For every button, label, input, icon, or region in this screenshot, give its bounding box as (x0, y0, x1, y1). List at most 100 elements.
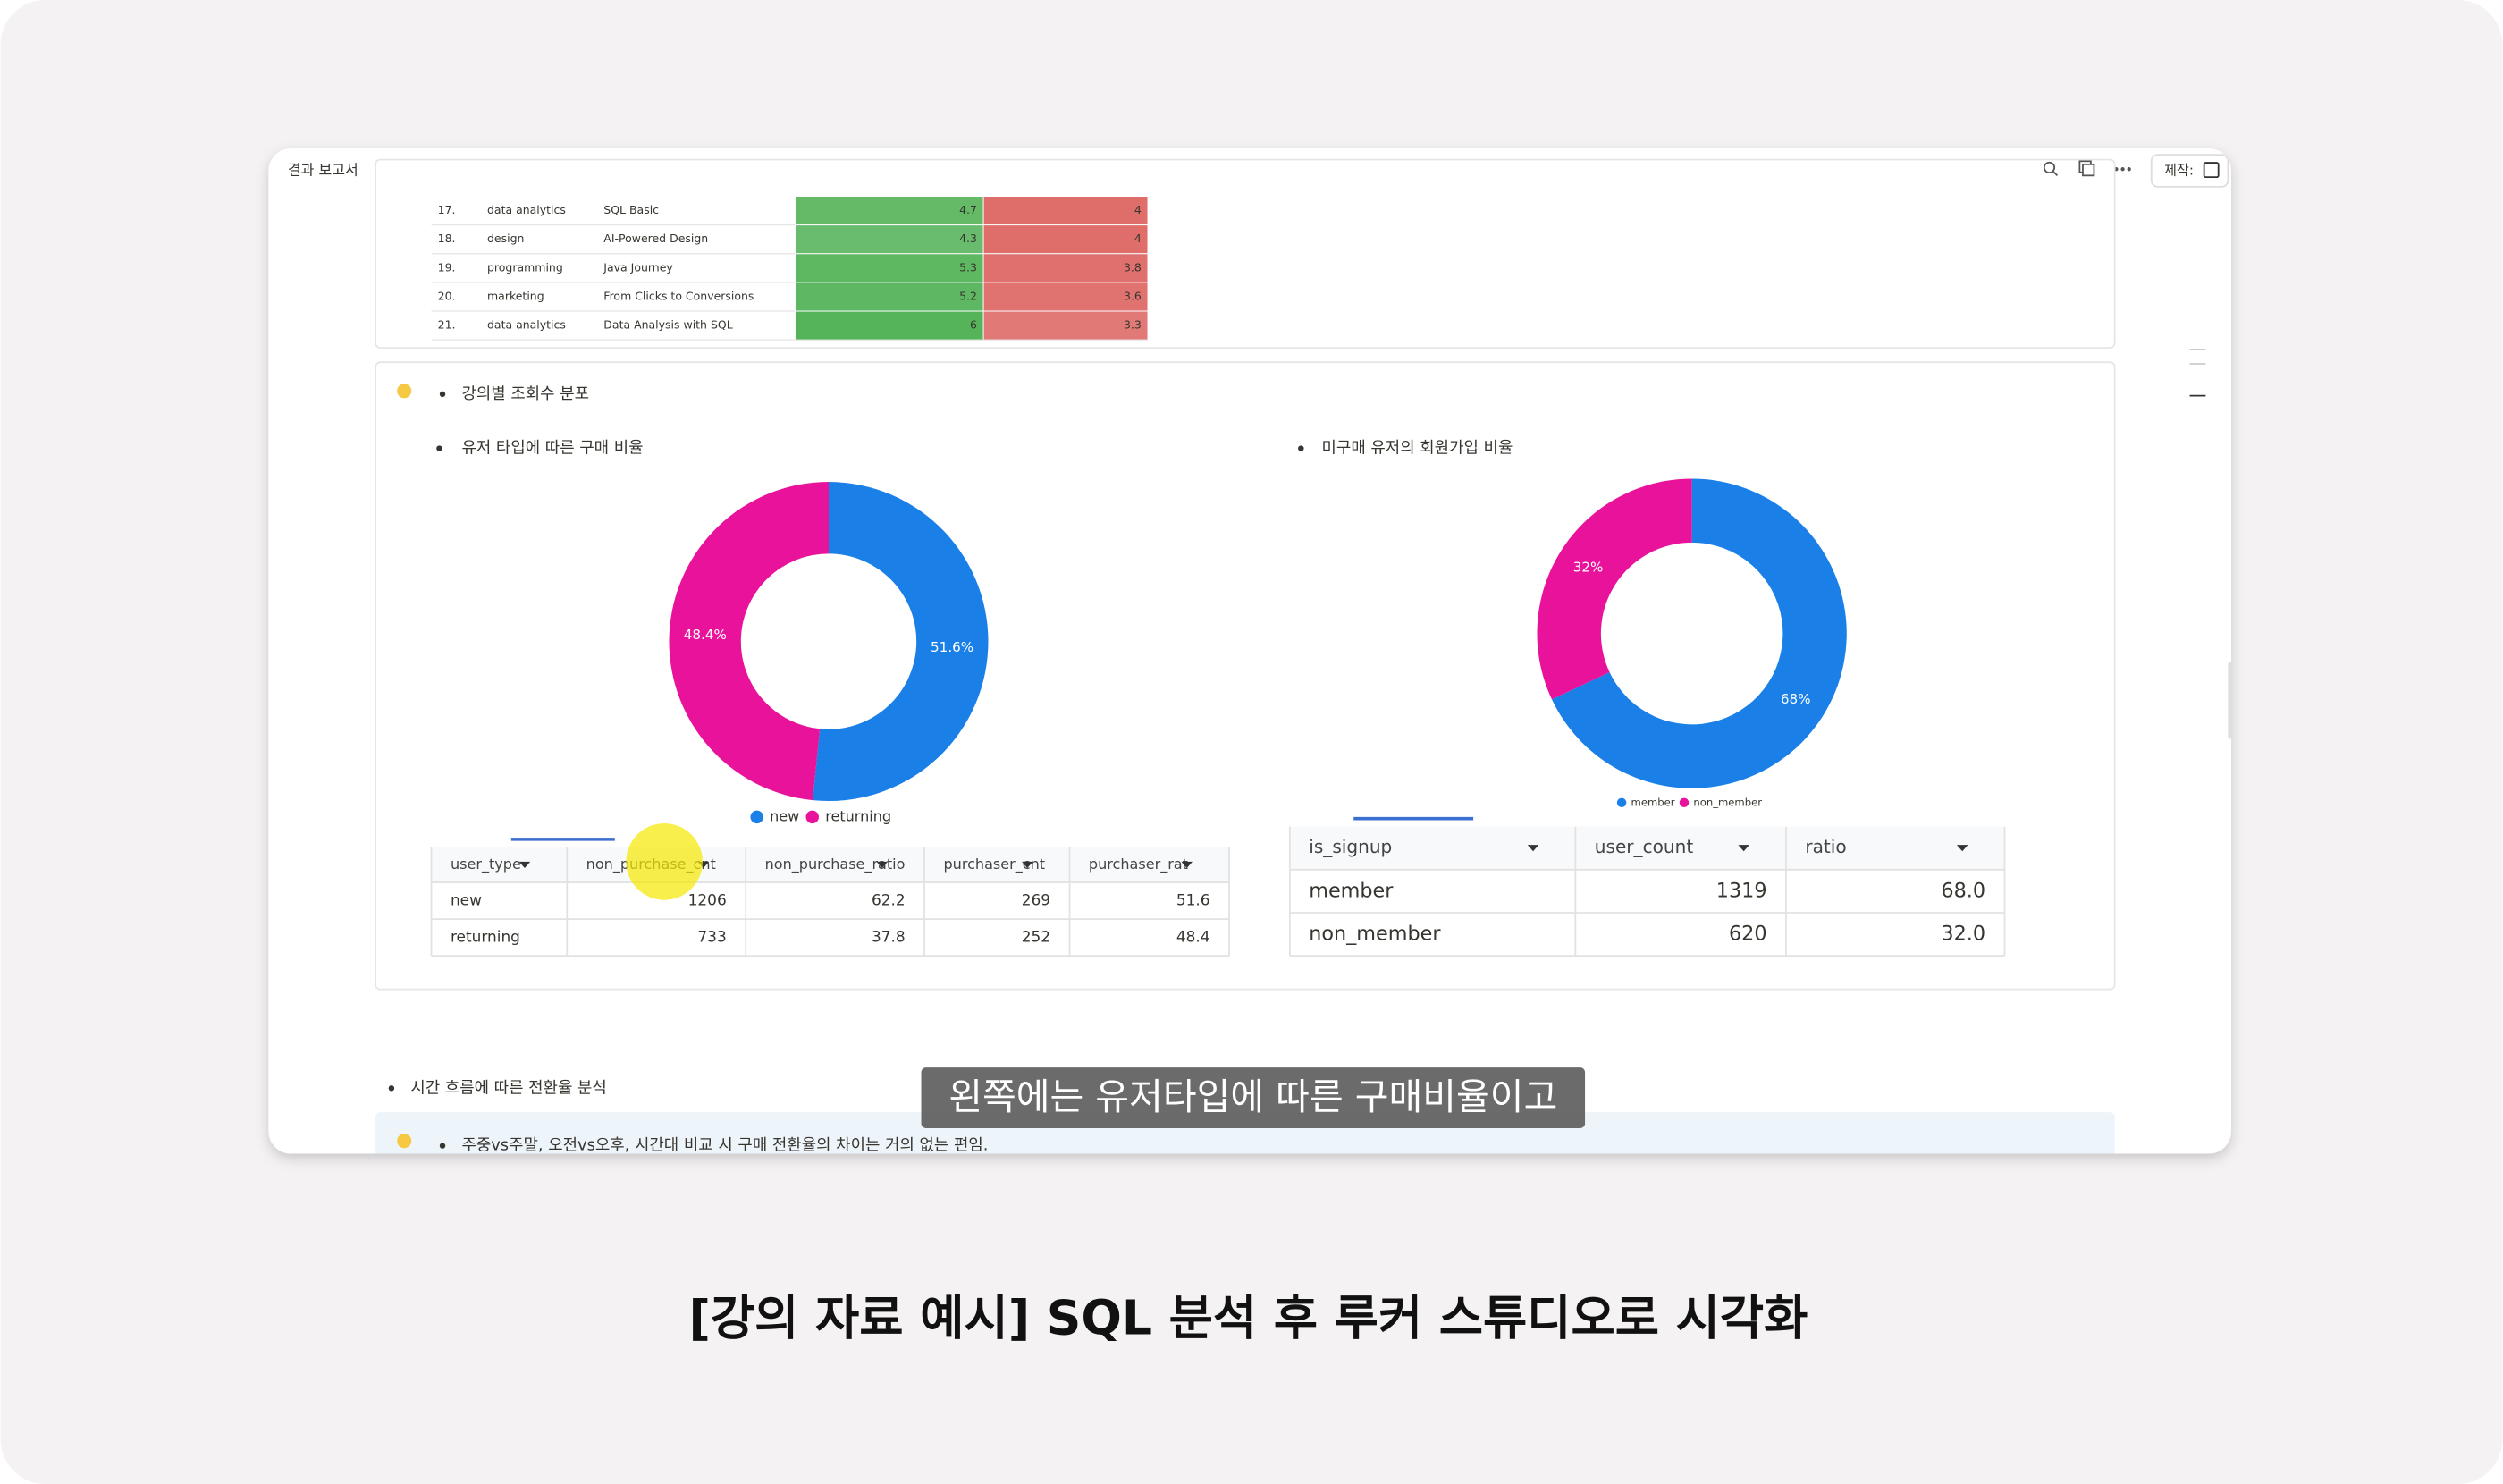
heat-cell (795, 282, 984, 312)
legend-label: non_member (1693, 796, 1762, 808)
bulb-icon (397, 1134, 412, 1149)
table-cell: 4 (1134, 203, 1142, 216)
sort-arrow (518, 861, 531, 869)
table-cell: 20. (438, 290, 456, 303)
donut-slice (1551, 478, 1847, 788)
bullet (439, 1143, 446, 1149)
column-header: user_count (1595, 836, 1694, 857)
subtitle: 왼쪽에는 유저타입에 따른 구매비율이고 (948, 1075, 1557, 1118)
donut-slice (813, 482, 989, 802)
table-cell: Java Journey (603, 260, 673, 274)
table-cell: 62.2 (872, 891, 906, 909)
table-cell: 252 (1022, 928, 1050, 946)
table-cell: Data Analysis with SQL (603, 318, 732, 332)
table-cell: 3.3 (1124, 318, 1142, 332)
legend-swatch (750, 810, 763, 824)
sort-arrow (1181, 861, 1193, 869)
table-cell: 733 (697, 928, 726, 946)
table-cell: new (451, 891, 482, 909)
scrollbar[interactable] (2228, 662, 2232, 739)
slice-label: 48.4% (684, 627, 727, 643)
column-header: user_type (451, 856, 521, 873)
sort-arrow (1021, 861, 1033, 869)
bullet (439, 391, 446, 398)
table-cell: 5.3 (959, 260, 977, 274)
table-cell: 1319 (1716, 879, 1767, 902)
chart-heading: 미구매 유저의 회원가입 비율 (1322, 439, 1513, 458)
chart-heading: 유저 타입에 따른 구매 비율 (461, 439, 643, 458)
table-cell: 32.0 (1941, 923, 1985, 946)
table-cell: returning (451, 928, 520, 946)
column-header: purchaser_rat (1089, 856, 1188, 873)
heat-cell (795, 253, 984, 283)
column-header: purchaser_cnt (944, 856, 1046, 873)
table-cell: data analytics (487, 203, 566, 216)
table-cell: 51.6 (1176, 891, 1210, 909)
slice-label: 32% (1573, 559, 1604, 575)
column-header: non_purchase_ratio (765, 856, 906, 873)
slice-label: 51.6% (931, 639, 973, 655)
notion-icon (2203, 162, 2220, 179)
table-header-bg (1289, 826, 2005, 870)
column-header: ratio (1805, 836, 1846, 857)
legend-swatch (805, 810, 819, 824)
table-cell: 37.8 (872, 928, 906, 946)
table-cell: 6 (970, 318, 977, 332)
table-block (375, 158, 2116, 350)
table-cell: 19. (438, 260, 456, 274)
side-nav (2189, 349, 2206, 397)
heat-cell (795, 224, 984, 255)
top-table: 17. data analytics SQL Basic 4.7 4 18. design A… (431, 196, 1149, 341)
legend-swatch (1616, 797, 1627, 808)
charts: 유저 타입에 따른 구매 비율 51.6% 48.4% new returning use… (430, 439, 2006, 957)
bullet-text: 시간 흐름에 따른 전환율 분석 (410, 1078, 607, 1097)
bullet-text: 주중vs주말, 오전vs오후, 시간대 비교 시 구매 전환율의 차이는 거의 … (461, 1136, 988, 1155)
sort-arrow (876, 861, 889, 869)
bulb-icon (397, 384, 412, 399)
table-cell: programming (487, 260, 563, 274)
heat-cell (982, 253, 1149, 283)
heat-cell (795, 196, 984, 226)
table-cell: 3.8 (1124, 260, 1142, 274)
cursor-highlight (626, 823, 703, 900)
table-cell: 3.6 (1124, 290, 1142, 303)
table-cell: 4.7 (959, 203, 977, 216)
table-cell: 4 (1134, 232, 1142, 245)
bullet (436, 445, 442, 451)
donut-slice (1537, 478, 1692, 700)
slice-label: 68% (1781, 691, 1811, 707)
search-icon-handle (2052, 171, 2059, 176)
table-cell: 48.4 (1176, 928, 1210, 946)
bullet (1298, 445, 1304, 451)
heat-cell (982, 224, 1149, 255)
caption: [강의 자료 예시] SQL 분석 후 루커 스튜디오로 시각화 (688, 1290, 1808, 1346)
legend-label: member (1631, 796, 1675, 808)
table-cell: marketing (487, 290, 544, 303)
table-cell: 18. (438, 232, 456, 245)
table-cell: From Clicks to Conversions (603, 290, 754, 303)
donut-slice (669, 482, 829, 801)
callout-block (375, 361, 2116, 991)
table-cell: design (487, 232, 524, 245)
table-cell: 68.0 (1941, 879, 1985, 902)
table-cell: non_member (1309, 923, 1441, 946)
table-cell: data analytics (487, 318, 566, 332)
table-header-bg (431, 847, 1230, 883)
heat-cell (795, 310, 984, 341)
window (268, 148, 2231, 1154)
table-cell: 17. (438, 203, 456, 216)
subtitle-box (921, 1067, 1586, 1128)
legend-label: new (770, 807, 799, 824)
table-cell: 5.2 (959, 290, 977, 303)
credit-box[interactable] (2150, 154, 2229, 188)
table-cell: 620 (1729, 923, 1767, 946)
table-cell: 4.3 (959, 232, 977, 245)
legend-swatch (1679, 797, 1690, 808)
breadcrumb[interactable]: 결과 보고서 (288, 161, 358, 178)
search-icon[interactable] (2043, 161, 2056, 174)
table-cell: SQL Basic (603, 203, 659, 216)
table-cell: 21. (438, 318, 456, 332)
legend-label: returning (825, 807, 891, 824)
